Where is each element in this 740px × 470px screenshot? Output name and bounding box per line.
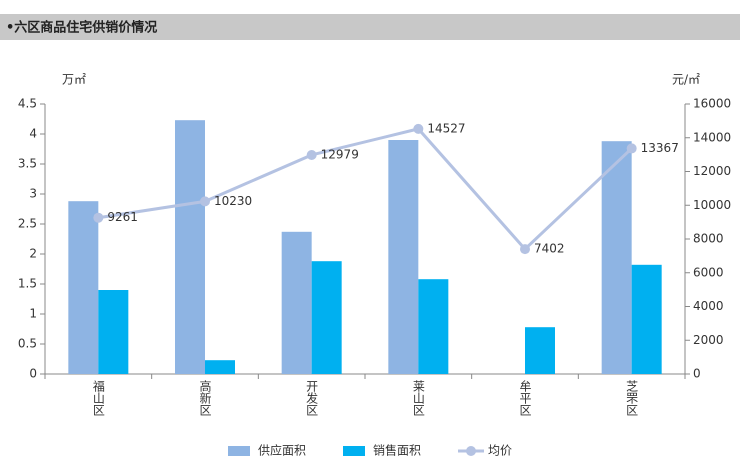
legend-swatch [466,446,476,456]
x-tick-label: 芝罘区 [625,379,639,416]
y-tick-label: 4.5 [18,97,37,111]
bar [418,279,449,374]
y-tick-label: 2.5 [18,217,37,231]
legend-label: 销售面积 [373,443,421,458]
legend-swatch [343,446,365,456]
bar [631,264,662,374]
y2-tick-label: 8000 [693,232,724,246]
y2-tick-label: 4000 [693,299,724,313]
x-tick-label: 牟平区 [518,379,532,416]
x-tick-label: 福山区 [91,379,105,416]
y-unit: 万㎡ [62,73,86,87]
point [626,143,637,154]
x-tick-label: 高新区 [198,379,212,416]
legend-label: 均价 [488,444,512,458]
y-tick-label: 1.5 [18,277,37,291]
x-tick-label: 莱山区 [411,380,425,416]
point [306,149,317,160]
y-tick-label: 2 [29,247,37,261]
data-label: 14527 [427,121,465,135]
y2-tick-label: 6000 [693,265,724,279]
data-label: 12979 [321,147,359,161]
point [200,196,210,207]
y-tick-label: 0 [29,367,37,381]
point [413,123,424,134]
y2-tick-label: 16000 [693,97,731,111]
bar [68,201,99,374]
y-tick-label: 4 [29,127,37,141]
bar [175,120,205,374]
data-label: 7402 [534,242,565,256]
legend-label: 供应面积 [258,443,306,458]
chart-title: •六区商品住宅供销价情况 [6,20,157,36]
legend-swatch [228,446,250,456]
data-label: 9261 [107,210,138,224]
bar [388,140,419,374]
bar [205,360,235,374]
data-label: 13367 [641,141,679,155]
y2-tick-label: 0 [693,367,701,381]
y-tick-label: 0.5 [18,337,37,351]
bar [281,231,312,374]
title-bar [0,14,740,40]
y2-tick-label: 2000 [693,333,724,347]
data-label: 10230 [214,194,252,208]
y-tick-label: 3.5 [18,157,37,171]
y2-tick-label: 10000 [693,198,731,212]
y2-tick-label: 12000 [693,164,731,178]
point [93,212,104,223]
y2-unit: 元/㎡ [672,73,700,87]
x-tick-label: 开发区 [305,380,319,416]
point [520,244,530,255]
bar [98,290,129,374]
bar [601,141,632,374]
bar [311,261,342,374]
y-tick-label: 1 [29,307,37,321]
y-tick-label: 3 [29,187,37,201]
bar [525,327,555,374]
line [98,127,633,252]
y2-tick-label: 14000 [693,130,731,144]
